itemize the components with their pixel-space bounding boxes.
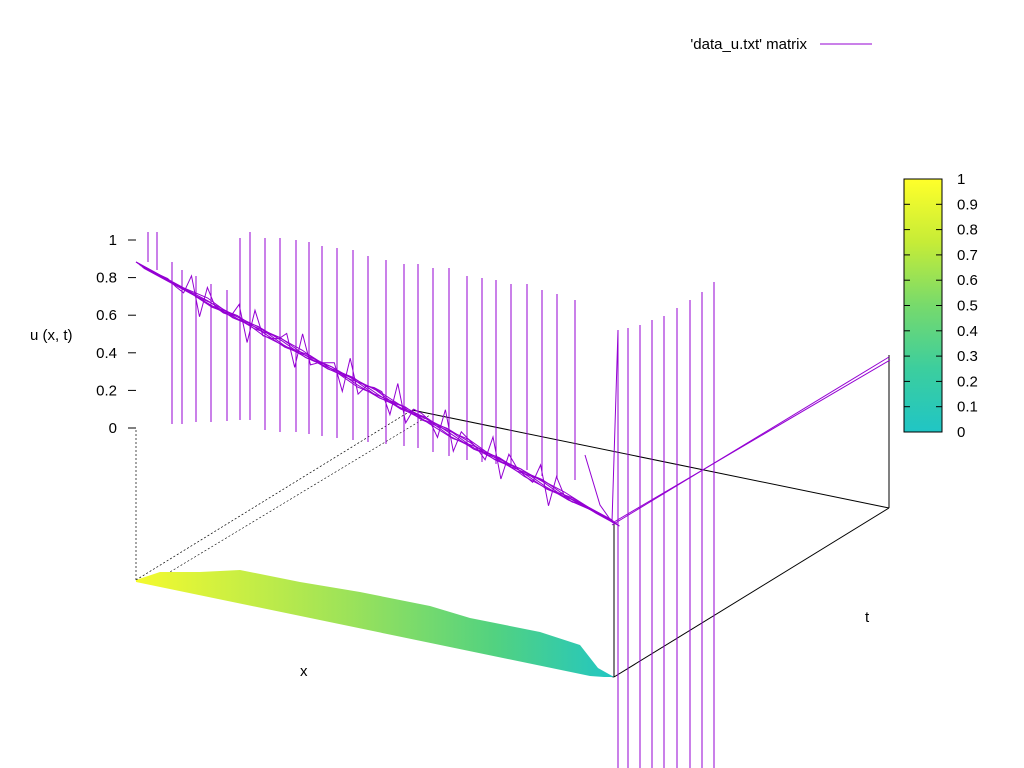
colorbar-tick-label: 0.7 (957, 247, 978, 264)
legend-label: 'data_u.txt' matrix (690, 36, 807, 53)
z-axis-ticks (128, 239, 136, 429)
colorbar-ticks (904, 178, 942, 433)
legend: 'data_u.txt' matrix (690, 36, 872, 53)
surface-wireframe (135, 232, 891, 768)
colorbar-tick-labels: 0 0.1 0.2 0.3 0.4 0.5 0.6 0.7 0.8 0.9 1 (957, 171, 978, 441)
colorbar-tick-label: 1 (957, 171, 965, 188)
colorbar: 0 0.1 0.2 0.3 0.4 0.5 0.6 0.7 0.8 0.9 1 (903, 171, 978, 441)
colorbar-tick-label: 0.2 (957, 373, 978, 390)
colorbar-tick-label: 0 (957, 424, 965, 441)
z-axis-tick-labels: 0 0.2 0.4 0.6 0.8 1 (96, 232, 117, 437)
colorbar-tick-label: 0.3 (957, 348, 978, 365)
z-tick-label: 0.2 (96, 382, 117, 399)
z-tick-label: 0.6 (96, 307, 117, 324)
surface-oscillation-line (135, 261, 613, 521)
z-tick-label: 0 (109, 420, 117, 437)
colorbar-tick-label: 0.8 (957, 222, 978, 239)
surface-edge-line (611, 356, 890, 526)
surface-edge-line (584, 329, 619, 524)
colorbar-tick-label: 0.4 (957, 323, 978, 340)
colorbar-tick-label: 0.5 (957, 298, 978, 315)
colorbar-tick-label: 0.9 (957, 196, 978, 213)
floor-colormap-projection (136, 570, 614, 677)
z-tick-label: 1 (109, 232, 117, 249)
surface-ridge-line (135, 261, 613, 521)
colorbar-gradient (903, 178, 943, 433)
surface-edge-line (613, 359, 891, 523)
x-axis-label: x (300, 663, 308, 680)
z-tick-label: 0.8 (96, 270, 117, 287)
z-axis-label: u (x, t) (30, 327, 73, 344)
colorbar-tick-label: 0.6 (957, 272, 978, 289)
colorbar-tick-label: 0.1 (957, 399, 978, 416)
y-axis-label: t (865, 609, 870, 626)
z-tick-label: 0.4 (96, 345, 117, 362)
surface-ridge-line (143, 267, 620, 527)
